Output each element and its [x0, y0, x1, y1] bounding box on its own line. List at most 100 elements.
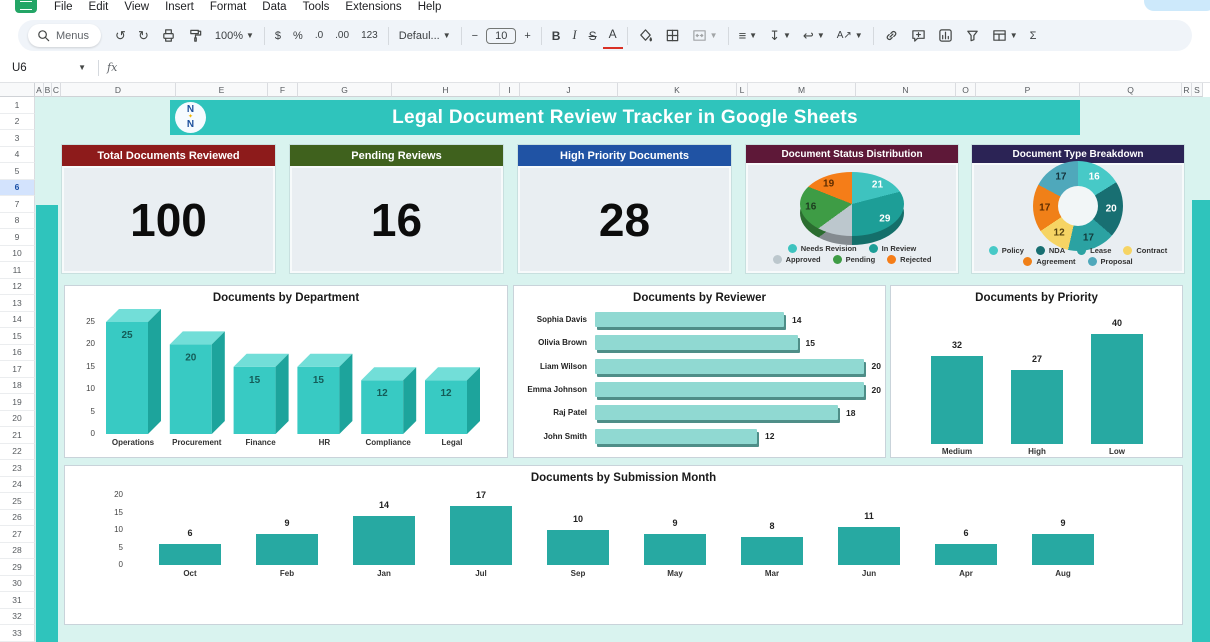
table-views-button[interactable]: ▼ — [986, 24, 1024, 48]
bold-button[interactable]: B — [551, 28, 561, 43]
bar-Low — [1091, 334, 1143, 444]
menu-extensions[interactable]: Extensions — [345, 1, 402, 13]
merge-cells-button[interactable]: ▼ — [686, 24, 724, 48]
create-filter-button[interactable] — [959, 24, 986, 48]
select-all-corner[interactable] — [0, 83, 35, 97]
formula-input[interactable] — [117, 53, 1210, 82]
column-header-K[interactable]: K — [618, 83, 737, 97]
menu-data[interactable]: Data — [262, 1, 287, 13]
separator — [263, 26, 265, 45]
column-header-E[interactable]: E — [176, 83, 268, 97]
row-header-15[interactable]: 15 — [0, 328, 35, 345]
column-header-C[interactable]: C — [52, 83, 61, 97]
row-header-33[interactable]: 33 — [0, 625, 35, 642]
row-header-26[interactable]: 26 — [0, 509, 35, 526]
row-header-21[interactable]: 21 — [0, 427, 35, 444]
row-header-18[interactable]: 18 — [0, 377, 35, 394]
row-header-25[interactable]: 25 — [0, 493, 35, 510]
format-currency-button[interactable]: $ — [274, 29, 282, 42]
row-header-20[interactable]: 20 — [0, 410, 35, 427]
sheets-logo-icon[interactable] — [15, 0, 37, 13]
row-header-29[interactable]: 29 — [0, 559, 35, 576]
column-header-Q[interactable]: Q — [1080, 83, 1182, 97]
column-header-P[interactable]: P — [976, 83, 1080, 97]
redo-button[interactable]: ↻ — [137, 27, 149, 43]
row-header-24[interactable]: 24 — [0, 476, 35, 493]
menu-view[interactable]: View — [124, 1, 150, 13]
column-header-O[interactable]: O — [956, 83, 976, 97]
strikethrough-button[interactable]: S — [588, 28, 597, 43]
undo-button[interactable]: ↺ — [115, 27, 126, 43]
menu-format[interactable]: Format — [209, 1, 247, 13]
row-header-7[interactable]: 7 — [0, 196, 35, 213]
zoom-select[interactable]: 100% ▼ — [214, 29, 254, 42]
column-header-A[interactable]: A — [35, 83, 44, 97]
row-header-19[interactable]: 19 — [0, 394, 35, 411]
column-header-N[interactable]: N — [856, 83, 956, 97]
font-select[interactable]: Defaul... ▼ — [398, 29, 451, 42]
increase-decimal-button[interactable]: .00 — [335, 30, 350, 41]
menu-insert[interactable]: Insert — [165, 1, 194, 13]
row-header-17[interactable]: 17 — [0, 361, 35, 378]
borders-button[interactable] — [659, 24, 686, 48]
row-header-32[interactable]: 32 — [0, 608, 35, 625]
format-percent-button[interactable]: % — [293, 29, 303, 42]
menu-edit[interactable]: Edit — [88, 1, 109, 13]
text-color-button[interactable]: A — [602, 23, 623, 49]
column-header-B[interactable]: B — [44, 83, 52, 97]
row-header-1[interactable]: 1 — [0, 97, 35, 114]
menu-help[interactable]: Help — [417, 1, 442, 13]
functions-button[interactable]: Σ — [1029, 29, 1037, 42]
horizontal-align-button[interactable]: ≡ ▼ — [738, 28, 758, 43]
share-pill[interactable] — [1144, 0, 1210, 11]
decrease-font-size-button[interactable]: − — [471, 29, 479, 42]
row-header-28[interactable]: 28 — [0, 542, 35, 559]
row-header-4[interactable]: 4 — [0, 146, 35, 163]
column-header-I[interactable]: I — [500, 83, 520, 97]
row-header-9[interactable]: 9 — [0, 229, 35, 246]
column-header-J[interactable]: J — [520, 83, 618, 97]
row-header-5[interactable]: 5 — [0, 163, 35, 180]
decrease-decimal-button[interactable]: .0 — [314, 30, 324, 41]
italic-button[interactable]: I — [572, 28, 577, 42]
row-header-23[interactable]: 23 — [0, 460, 35, 477]
column-header-S[interactable]: S — [1192, 83, 1203, 97]
text-wrap-button[interactable]: ↩ ▼ — [802, 27, 825, 43]
row-header-30[interactable]: 30 — [0, 575, 35, 592]
row-header-10[interactable]: 10 — [0, 245, 35, 262]
print-button[interactable] — [155, 24, 182, 48]
column-header-H[interactable]: H — [392, 83, 500, 97]
column-header-F[interactable]: F — [268, 83, 298, 97]
menu-file[interactable]: File — [54, 1, 73, 13]
name-box[interactable]: U6 ▼ — [0, 62, 90, 74]
column-header-D[interactable]: D — [61, 83, 176, 97]
row-header-3[interactable]: 3 — [0, 130, 35, 147]
row-header-13[interactable]: 13 — [0, 295, 35, 312]
row-header-12[interactable]: 12 — [0, 278, 35, 295]
row-header-2[interactable]: 2 — [0, 113, 35, 130]
row-header-6[interactable]: 6 — [0, 179, 35, 196]
row-header-11[interactable]: 11 — [0, 262, 35, 279]
column-header-R[interactable]: R — [1182, 83, 1192, 97]
more-formats-button[interactable]: 123 — [361, 30, 378, 41]
row-header-22[interactable]: 22 — [0, 443, 35, 460]
font-size-input[interactable]: 10 — [486, 27, 517, 44]
menu-tools[interactable]: Tools — [302, 1, 330, 13]
vertical-align-button[interactable]: ↧ ▼ — [769, 27, 791, 43]
row-header-14[interactable]: 14 — [0, 311, 35, 328]
insert-link-button[interactable] — [878, 24, 905, 48]
row-header-27[interactable]: 27 — [0, 526, 35, 543]
row-header-31[interactable]: 31 — [0, 592, 35, 609]
row-header-8[interactable]: 8 — [0, 212, 35, 229]
column-header-L[interactable]: L — [737, 83, 748, 97]
fill-color-button[interactable] — [632, 24, 659, 48]
row-header-16[interactable]: 16 — [0, 344, 35, 361]
increase-font-size-button[interactable]: + — [524, 29, 531, 42]
column-header-G[interactable]: G — [298, 83, 392, 97]
insert-comment-button[interactable] — [905, 24, 932, 48]
insert-chart-button[interactable] — [932, 24, 959, 48]
text-rotation-button[interactable]: A↗ ▼ — [836, 30, 863, 41]
paint-format-button[interactable] — [182, 24, 209, 48]
menus-search-button[interactable]: Menus — [28, 24, 102, 47]
column-header-M[interactable]: M — [748, 83, 856, 97]
